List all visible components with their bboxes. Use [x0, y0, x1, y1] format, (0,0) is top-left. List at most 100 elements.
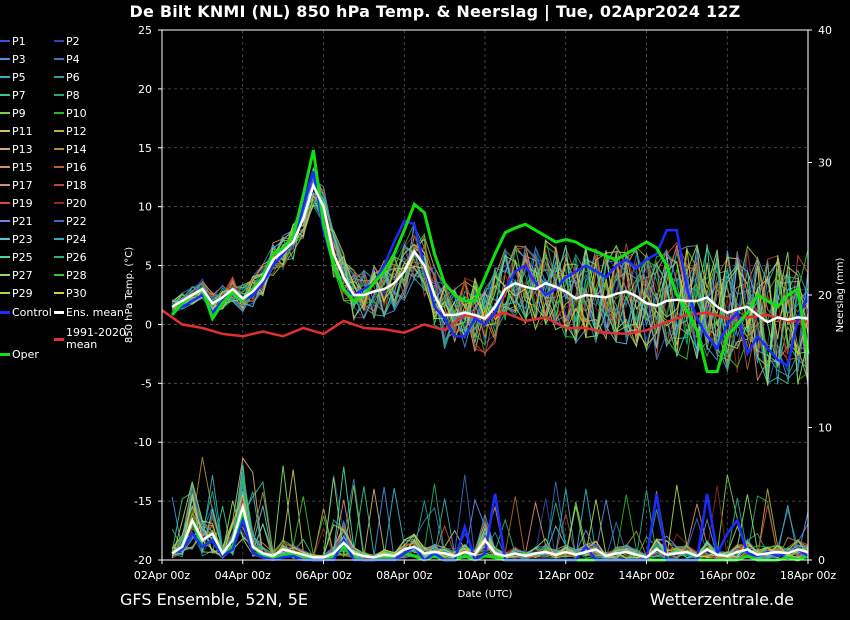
- x-tick-label: 12Apr 00z: [538, 569, 595, 582]
- legend-swatch: [54, 220, 64, 222]
- legend-label: P16: [66, 160, 87, 174]
- legend-swatch: [54, 76, 64, 78]
- legend-item-p15: P15: [0, 160, 33, 174]
- legend-item-p14: P14: [54, 142, 87, 156]
- legend-item-p18: P18: [54, 178, 87, 192]
- legend-swatch: [0, 274, 10, 276]
- legend-label: P8: [66, 88, 80, 102]
- legend-swatch: [0, 202, 10, 204]
- legend-item-control: Control: [0, 305, 52, 319]
- legend-item-p5: P5: [0, 70, 26, 84]
- legend-label: P25: [12, 250, 33, 264]
- legend-item-p29: P29: [0, 286, 33, 300]
- legend-swatch: [0, 310, 10, 314]
- legend-swatch: [0, 292, 10, 294]
- legend-label: P20: [66, 196, 87, 210]
- y-tick-label: 15: [138, 142, 152, 155]
- legend-label: P29: [12, 286, 33, 300]
- legend-item-p26: P26: [54, 250, 87, 264]
- member-temp-line-p28: [171, 198, 809, 372]
- legend-item-p3: P3: [0, 52, 26, 66]
- legend-label: P1: [12, 34, 26, 48]
- legend-label: Control: [12, 305, 52, 319]
- legend-item-p21: P21: [0, 214, 33, 228]
- legend-item-p7: P7: [0, 88, 26, 102]
- ensemble-member-lines: [171, 165, 809, 561]
- legend-label: P3: [12, 52, 26, 66]
- legend-label: Ens. mean: [66, 305, 124, 319]
- x-tick-label: 08Apr 00z: [376, 569, 433, 582]
- y-tick-label: 20: [138, 83, 152, 96]
- legend-swatch: [54, 274, 64, 276]
- y-tick-label: 0: [145, 318, 152, 331]
- legend-swatch: [54, 58, 64, 60]
- legend-label: P5: [12, 70, 26, 84]
- legend-label: P26: [66, 250, 87, 264]
- member-precip-line-p27: [171, 465, 809, 560]
- legend-item-p28: P28: [54, 268, 87, 282]
- ens-mean-precip-line: [171, 502, 809, 559]
- legend-item-p27: P27: [0, 268, 33, 282]
- legend-swatch: [0, 238, 10, 240]
- member-temp-line-p26: [171, 193, 809, 376]
- legend-label: P15: [12, 160, 33, 174]
- legend-swatch: [54, 238, 64, 240]
- x-tick-label: 06Apr 00z: [295, 569, 352, 582]
- legend-swatch: [0, 256, 10, 258]
- legend-swatch: [0, 220, 10, 222]
- x-tick-label: 16Apr 00z: [699, 569, 756, 582]
- y2-tick-label: 20: [818, 289, 832, 302]
- legend-label: P7: [12, 88, 26, 102]
- legend-swatch: [54, 256, 64, 258]
- legend-label: 1991-2020 mean: [66, 326, 126, 351]
- legend-item-ens-mean: Ens. mean: [54, 305, 124, 319]
- legend-swatch: [0, 166, 10, 168]
- legend-swatch: [54, 202, 64, 204]
- y2-tick-label: 0: [818, 554, 825, 567]
- legend-swatch: [54, 337, 64, 341]
- legend-item-p9: P9: [0, 106, 26, 120]
- legend-swatch: [0, 112, 10, 114]
- legend-label: P10: [66, 106, 87, 120]
- legend-label: P24: [66, 232, 87, 246]
- y2-axis-label: Neerslag (mm): [835, 257, 846, 332]
- y-tick-label: 5: [145, 260, 152, 273]
- y2-tick-label: 10: [818, 422, 832, 435]
- legend-swatch: [0, 352, 10, 356]
- legend-label: P27: [12, 268, 33, 282]
- oper-temp-line: [170, 149, 810, 374]
- legend-label: P17: [12, 178, 33, 192]
- legend-label: P18: [66, 178, 87, 192]
- legend-swatch: [54, 112, 64, 114]
- legend-label: P19: [12, 196, 33, 210]
- control-precip-line: [171, 493, 809, 562]
- legend-label: P2: [66, 34, 80, 48]
- legend-label: P23: [12, 232, 33, 246]
- legend-item-p12: P12: [54, 124, 87, 138]
- legend-swatch: [0, 148, 10, 150]
- y-tick-label: 25: [138, 24, 152, 37]
- x-tick-label: 04Apr 00z: [215, 569, 272, 582]
- chart-title: De Bilt KNMI (NL) 850 hPa Temp. & Neersl…: [129, 2, 741, 21]
- legend-item-p4: P4: [54, 52, 80, 66]
- legend-label: P4: [66, 52, 80, 66]
- legend-swatch: [54, 40, 64, 42]
- legend-item-p17: P17: [0, 178, 33, 192]
- legend-swatch: [0, 58, 10, 60]
- legend-item-p20: P20: [54, 196, 87, 210]
- legend-swatch: [0, 76, 10, 78]
- legend-swatch: [0, 94, 10, 96]
- legend-swatch: [0, 130, 10, 132]
- legend-label: P12: [66, 124, 87, 138]
- legend-item-p16: P16: [54, 160, 87, 174]
- legend-label: P14: [66, 142, 87, 156]
- legend-swatch: [54, 148, 64, 150]
- legend-item-p2: P2: [54, 34, 80, 48]
- legend-swatch: [54, 184, 64, 186]
- legend-swatch: [54, 292, 64, 294]
- legend-label: P9: [12, 106, 26, 120]
- legend-swatch: [54, 310, 64, 314]
- x-tick-label: 10Apr 00z: [457, 569, 514, 582]
- legend-label: P21: [12, 214, 33, 228]
- y2-tick-label: 30: [818, 157, 832, 170]
